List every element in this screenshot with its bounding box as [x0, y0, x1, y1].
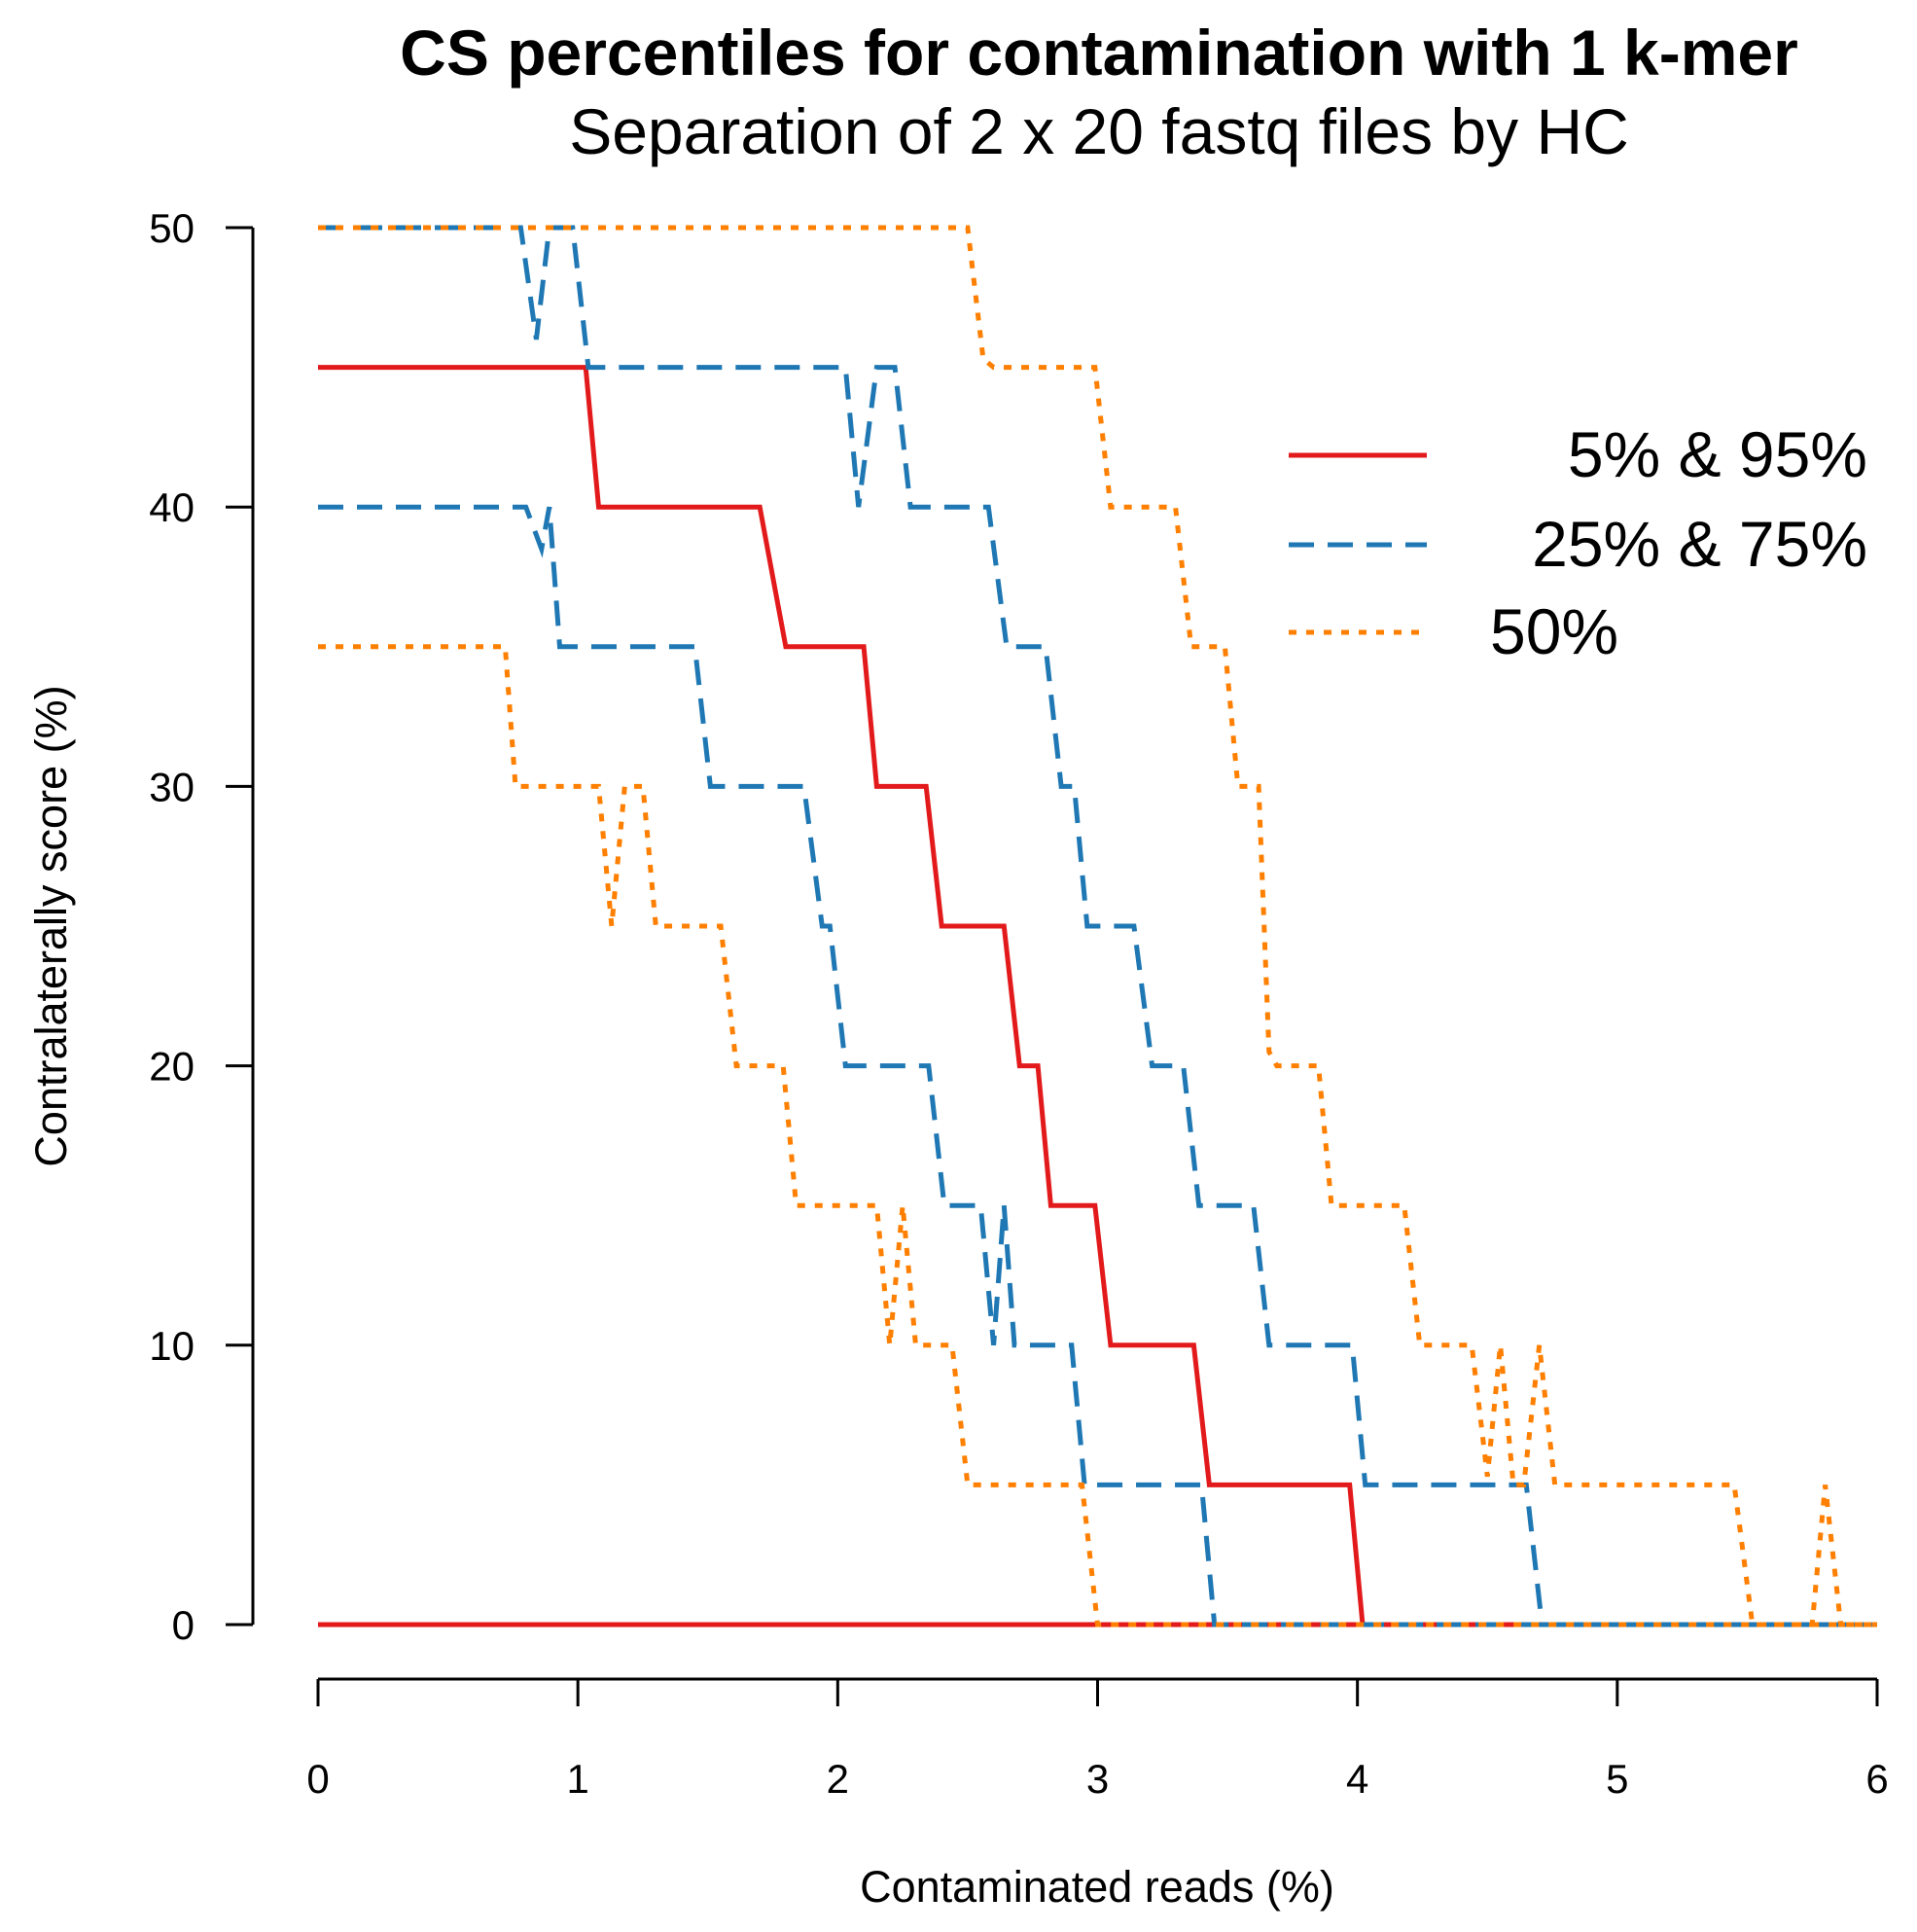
x-tick-label: 2 — [827, 1756, 849, 1802]
x-tick-label: 0 — [306, 1756, 329, 1802]
x-axis-ticks: 0 1 2 3 4 5 6 — [306, 1679, 1889, 1802]
series-layer — [318, 225, 1877, 1628]
chart-subtitle: Separation of 2 x 20 fastq files by HC — [569, 95, 1629, 167]
y-tick-label: 20 — [149, 1044, 195, 1090]
series-line-1 — [318, 365, 1877, 1628]
x-axis-label: Contaminated reads (%) — [860, 1862, 1334, 1912]
y-axis-ticks: 0 10 20 30 40 50 — [149, 205, 253, 1648]
legend-label-5-95: 5% & 95% — [1568, 418, 1867, 490]
series-line-3 — [318, 225, 1877, 1628]
y-tick-label: 0 — [172, 1602, 195, 1648]
legend-label-50: 50% — [1490, 595, 1618, 667]
x-tick-label: 4 — [1346, 1756, 1368, 1802]
x-tick-label: 6 — [1865, 1756, 1888, 1802]
x-tick-label: 1 — [566, 1756, 588, 1802]
series-line-5 — [318, 225, 1877, 1628]
y-axis-label: Contralaterally score (%) — [26, 685, 76, 1166]
y-tick-label: 50 — [149, 205, 195, 251]
y-tick-label: 40 — [149, 484, 195, 530]
series-line-2 — [318, 504, 1877, 1628]
series-line-4 — [318, 644, 1877, 1628]
chart-title: CS percentiles for contamination with 1 … — [400, 17, 1798, 89]
legend: 5% & 95% 25% & 75% 50% — [1289, 418, 1867, 667]
x-tick-label: 5 — [1606, 1756, 1628, 1802]
y-tick-label: 30 — [149, 764, 195, 809]
y-tick-label: 10 — [149, 1323, 195, 1369]
legend-label-25-75: 25% & 75% — [1532, 508, 1867, 580]
x-tick-label: 3 — [1086, 1756, 1109, 1802]
